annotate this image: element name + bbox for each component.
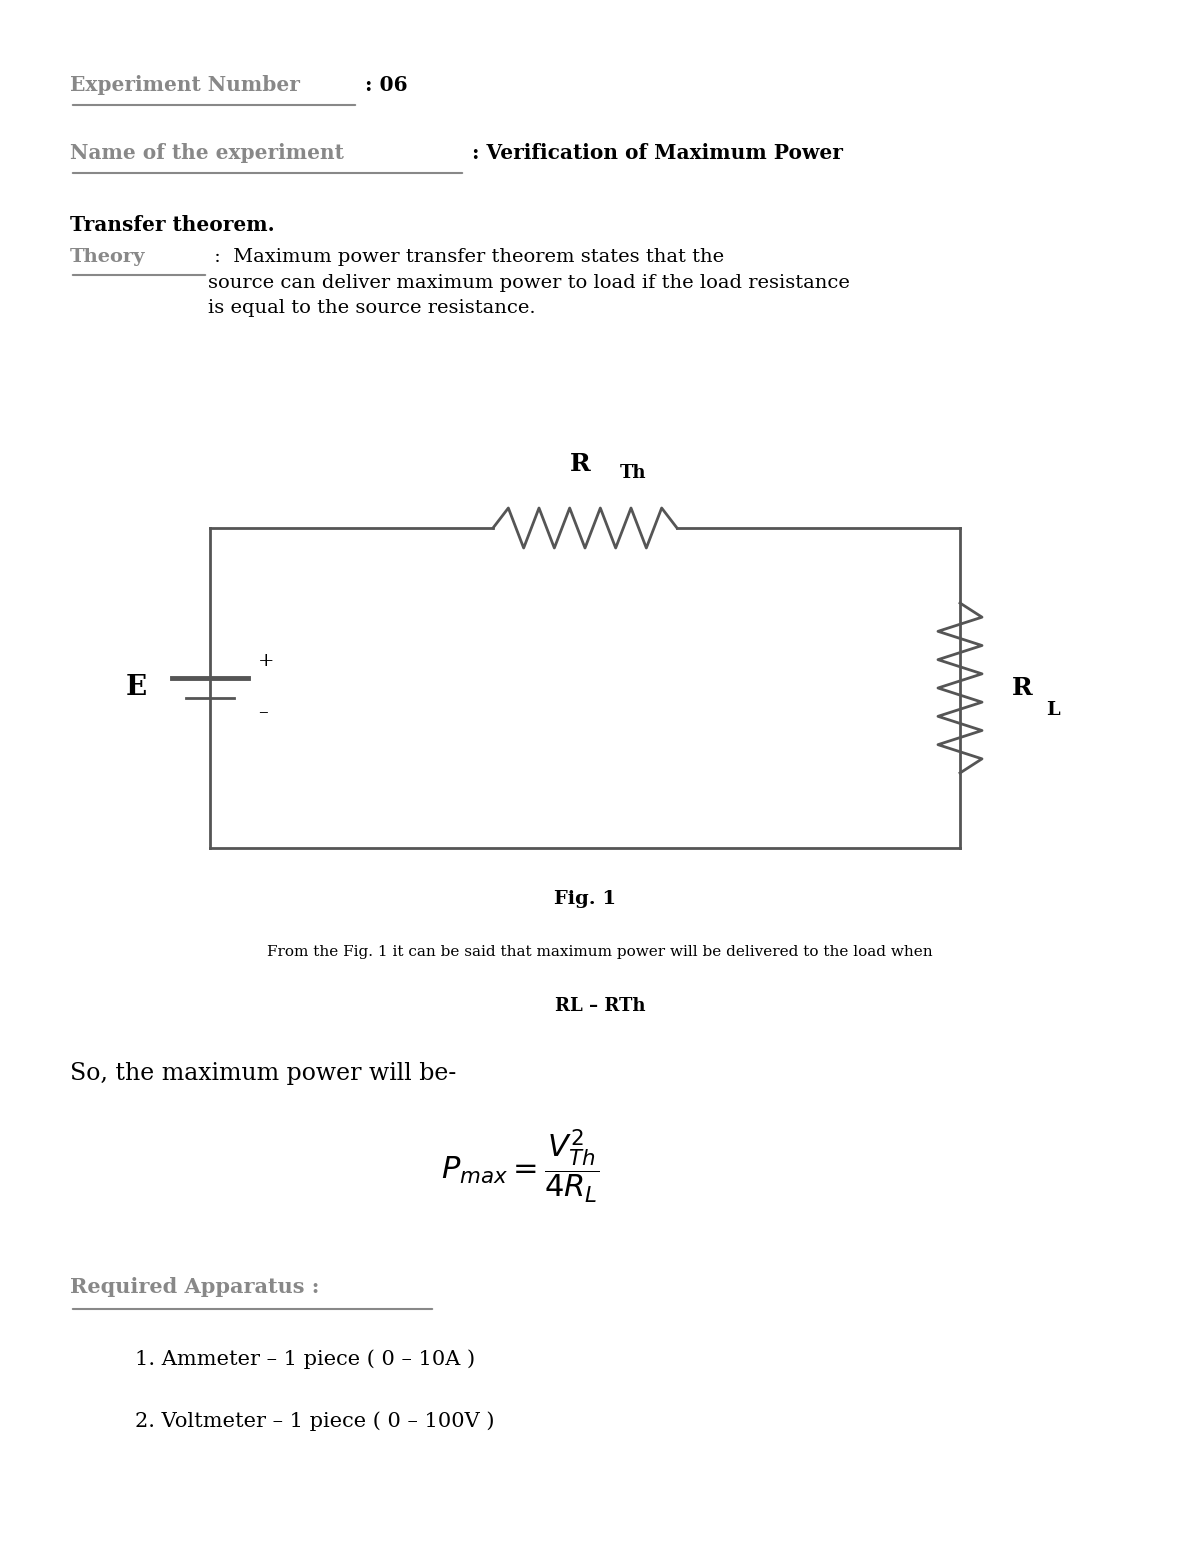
Text: L: L: [1046, 700, 1060, 719]
Text: 1. Ammeter – 1 piece ( 0 – 10A ): 1. Ammeter – 1 piece ( 0 – 10A ): [134, 1350, 475, 1368]
Text: From the Fig. 1 it can be said that maximum power will be delivered to the load : From the Fig. 1 it can be said that maxi…: [268, 944, 932, 960]
Text: Required Apparatus :: Required Apparatus :: [70, 1277, 319, 1297]
Text: :  Maximum power transfer theorem states that the
source can deliver maximum pow: : Maximum power transfer theorem states …: [208, 248, 850, 317]
Text: E: E: [126, 674, 148, 702]
Text: Fig. 1: Fig. 1: [554, 890, 616, 909]
Text: +: +: [258, 652, 275, 669]
Text: –: –: [258, 704, 268, 721]
Text: 2. Voltmeter – 1 piece ( 0 – 100V ): 2. Voltmeter – 1 piece ( 0 – 100V ): [134, 1412, 494, 1430]
Text: Name of the experiment: Name of the experiment: [70, 143, 344, 163]
Text: Transfer theorem.: Transfer theorem.: [70, 214, 275, 235]
Text: $P_{max} = \dfrac{V^2_{Th}}{4R_L}$: $P_{max} = \dfrac{V^2_{Th}}{4R_L}$: [440, 1127, 599, 1205]
Text: Theory: Theory: [70, 248, 145, 266]
Text: RL – RTh: RL – RTh: [554, 997, 646, 1016]
Text: So, the maximum power will be-: So, the maximum power will be-: [70, 1062, 456, 1086]
Text: R: R: [1012, 676, 1033, 700]
Text: : Verification of Maximum Power: : Verification of Maximum Power: [466, 143, 842, 163]
Text: Th: Th: [620, 464, 647, 481]
Text: R: R: [570, 452, 590, 477]
Text: Experiment Number: Experiment Number: [70, 75, 300, 95]
Text: : 06: : 06: [358, 75, 408, 95]
